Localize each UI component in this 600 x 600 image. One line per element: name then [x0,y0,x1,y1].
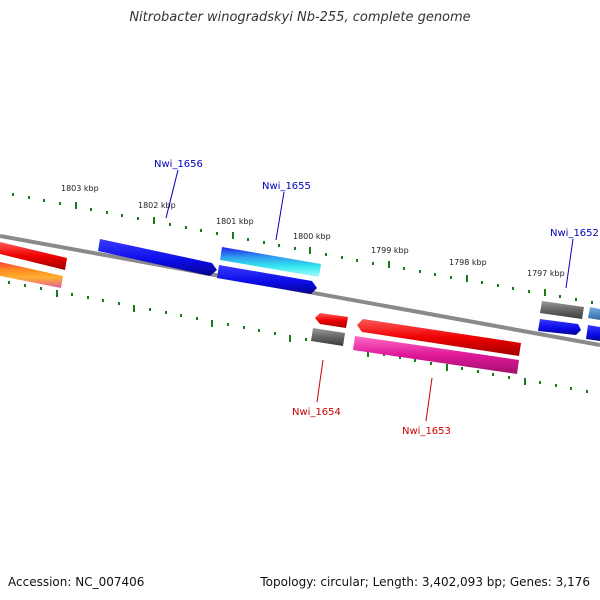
outer-tick-row [12,193,593,304]
gene-label-nwi-1655: Nwi_1655 [262,181,311,192]
gene-blue-far-right[interactable] [586,325,600,341]
gene-nwi-1653[interactable] [353,336,519,374]
accession-text: Accession: NC_007406 [8,575,145,589]
gene-label-nwi-1652: Nwi_1652 [550,228,599,239]
kbp-label-1797: 1797 kbp [527,269,565,278]
gene-red-long[interactable] [357,319,521,356]
gene-label-nwi-1656: Nwi_1656 [154,159,203,170]
gene-gray-small[interactable] [311,328,345,346]
gene-nwi-1656[interactable] [98,239,217,276]
label-leaders-reverse [316,359,433,422]
gene-label-nwi-1653: Nwi_1653 [402,426,451,437]
map-title: Nitrobacter winogradskyi Nb-255, complet… [129,10,471,25]
gene-nwi-1655[interactable] [220,247,321,277]
kbp-label-1800: 1800 kbp [293,232,331,241]
kbp-label-1801: 1801 kbp [216,217,254,226]
gene-label-nwi-1654: Nwi_1654 [292,407,341,418]
gene-gray-right[interactable] [540,301,584,319]
kbp-label-1802: 1802 kbp [138,201,176,210]
gene-left-red[interactable] [0,242,67,270]
gene-nwi-1654[interactable] [315,313,348,328]
kbp-label-1803: 1803 kbp [61,184,99,193]
inner-tick-row [8,281,588,393]
gene-blue-right[interactable] [538,319,581,335]
label-leaders [165,169,574,289]
gene-nwi-1652[interactable] [588,307,600,320]
kbp-label-1799: 1799 kbp [371,246,409,255]
genome-summary-text: Topology: circular; Length: 3,402,093 bp… [260,575,590,589]
gene-left-stack[interactable] [0,262,63,288]
kbp-label-1798: 1798 kbp [449,258,487,267]
gene-blue-small[interactable] [217,265,317,294]
